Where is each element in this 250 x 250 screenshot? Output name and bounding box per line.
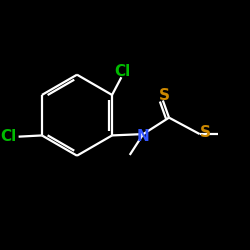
Text: S: S — [158, 88, 170, 103]
Text: Cl: Cl — [0, 129, 16, 144]
Text: N: N — [137, 128, 149, 144]
Text: S: S — [200, 125, 211, 140]
Text: Cl: Cl — [114, 64, 131, 79]
